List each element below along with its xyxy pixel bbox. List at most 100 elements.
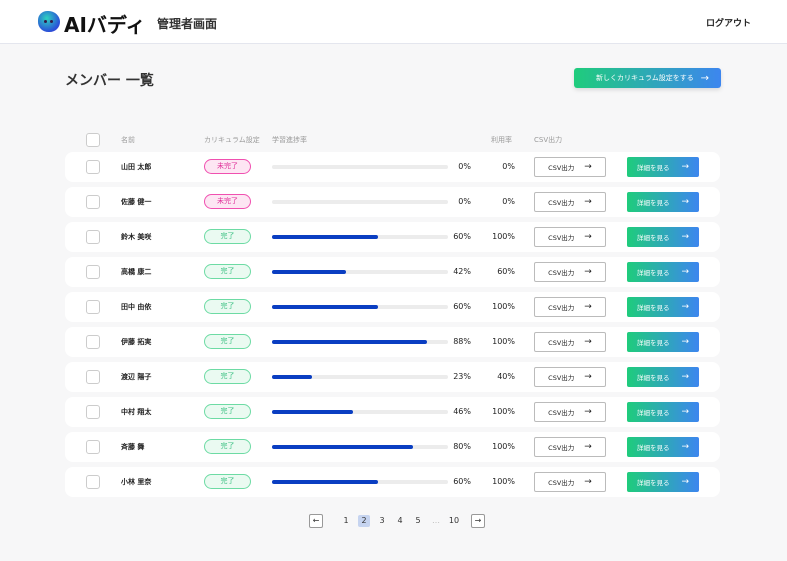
csv-export-button[interactable]: CSV出力 → xyxy=(534,332,606,352)
progress-value: 60% xyxy=(453,302,471,311)
table-row: 田中 由依 完了 60% 100% CSV出力 → 詳細を見る → xyxy=(65,292,720,322)
usage-value: 100% xyxy=(492,232,515,241)
arrow-right-icon: → xyxy=(584,442,592,452)
table-row: 中村 翔太 完了 46% 100% CSV出力 → 詳細を見る → xyxy=(65,397,720,427)
progress-value: 60% xyxy=(453,477,471,486)
detail-label: 詳細を見る xyxy=(636,374,670,382)
detail-label: 詳細を見る xyxy=(636,409,670,417)
view-details-button[interactable]: 詳細を見る → xyxy=(627,437,699,457)
arrow-right-icon: → xyxy=(584,162,592,172)
detail-label: 詳細を見る xyxy=(636,234,670,242)
member-name: 山田 太郎 xyxy=(121,163,152,171)
csv-label: CSV出力 xyxy=(548,409,575,417)
csv-label: CSV出力 xyxy=(548,164,575,172)
progress-value: 23% xyxy=(453,372,471,381)
pagination-ellipsis: … xyxy=(432,516,440,525)
csv-export-button[interactable]: CSV出力 → xyxy=(534,402,606,422)
arrow-right-icon: → xyxy=(681,407,690,417)
row-checkbox[interactable] xyxy=(86,195,100,209)
progress-bar xyxy=(272,200,448,204)
csv-export-button[interactable]: CSV出力 → xyxy=(534,192,606,212)
csv-export-button[interactable]: CSV出力 → xyxy=(534,227,606,247)
logo[interactable]: AIバディ xyxy=(64,13,146,37)
logout-link[interactable]: ログアウト xyxy=(706,19,752,29)
row-checkbox[interactable] xyxy=(86,405,100,419)
arrow-right-icon: → xyxy=(681,302,690,312)
progress-value: 0% xyxy=(458,197,471,206)
page-2[interactable]: 2 xyxy=(358,515,370,527)
csv-export-button[interactable]: CSV出力 → xyxy=(534,437,606,457)
usage-value: 100% xyxy=(492,337,515,346)
arrow-right-icon: → xyxy=(681,372,690,382)
usage-value: 0% xyxy=(502,162,515,171)
status-badge: 未完了 xyxy=(204,194,251,209)
row-checkbox[interactable] xyxy=(86,335,100,349)
page-4[interactable]: 4 xyxy=(397,516,403,525)
member-name: 渡辺 陽子 xyxy=(121,373,152,381)
csv-label: CSV出力 xyxy=(548,479,575,487)
pagination: ← 1 2 3 4 5 … 10 → xyxy=(309,514,485,528)
header-subtitle: 管理者画面 xyxy=(157,17,218,31)
csv-export-button[interactable]: CSV出力 → xyxy=(534,297,606,317)
page-10[interactable]: 10 xyxy=(448,516,460,525)
csv-export-button[interactable]: CSV出力 → xyxy=(534,472,606,492)
view-details-button[interactable]: 詳細を見る → xyxy=(627,402,699,422)
usage-value: 100% xyxy=(492,407,515,416)
row-checkbox[interactable] xyxy=(86,160,100,174)
arrow-right-icon: → xyxy=(584,477,592,487)
progress-bar xyxy=(272,340,448,344)
page-3[interactable]: 3 xyxy=(379,516,385,525)
progress-bar xyxy=(272,480,448,484)
status-badge: 完了 xyxy=(204,299,251,314)
view-details-button[interactable]: 詳細を見る → xyxy=(627,262,699,282)
view-details-button[interactable]: 詳細を見る → xyxy=(627,157,699,177)
prev-page-button[interactable]: ← xyxy=(309,514,323,528)
csv-label: CSV出力 xyxy=(548,304,575,312)
column-header-usage: 利用率 xyxy=(491,136,512,144)
arrow-right-icon: → xyxy=(681,267,690,277)
column-header-name: 名前 xyxy=(121,136,135,144)
new-curriculum-button[interactable]: 新しくカリキュラム設定をする → xyxy=(574,68,721,88)
progress-value: 46% xyxy=(453,407,471,416)
next-page-button[interactable]: → xyxy=(471,514,485,528)
page-title: メンバー 一覧 xyxy=(65,73,154,89)
page-5[interactable]: 5 xyxy=(415,516,421,525)
row-checkbox[interactable] xyxy=(86,265,100,279)
csv-export-button[interactable]: CSV出力 → xyxy=(534,262,606,282)
usage-value: 0% xyxy=(502,197,515,206)
row-checkbox[interactable] xyxy=(86,475,100,489)
detail-label: 詳細を見る xyxy=(636,164,670,172)
row-checkbox[interactable] xyxy=(86,230,100,244)
table-row: 小林 里奈 完了 60% 100% CSV出力 → 詳細を見る → xyxy=(65,467,720,497)
member-name: 田中 由依 xyxy=(121,303,152,311)
row-checkbox[interactable] xyxy=(86,370,100,384)
view-details-button[interactable]: 詳細を見る → xyxy=(627,192,699,212)
csv-export-button[interactable]: CSV出力 → xyxy=(534,157,606,177)
table-row: 山田 太郎 未完了 0% 0% CSV出力 → 詳細を見る → xyxy=(65,152,720,182)
page-1[interactable]: 1 xyxy=(343,516,349,525)
csv-label: CSV出力 xyxy=(548,269,575,277)
view-details-button[interactable]: 詳細を見る → xyxy=(627,472,699,492)
progress-bar xyxy=(272,235,448,239)
row-checkbox[interactable] xyxy=(86,300,100,314)
arrow-right-icon: → xyxy=(584,337,592,347)
progress-value: 0% xyxy=(458,162,471,171)
table-row: 斉藤 舞 完了 80% 100% CSV出力 → 詳細を見る → xyxy=(65,432,720,462)
progress-bar xyxy=(272,305,448,309)
progress-bar xyxy=(272,165,448,169)
csv-label: CSV出力 xyxy=(548,374,575,382)
usage-value: 40% xyxy=(497,372,515,381)
status-badge: 完了 xyxy=(204,404,251,419)
status-badge: 未完了 xyxy=(204,159,251,174)
member-name: 中村 翔太 xyxy=(121,408,152,416)
view-details-button[interactable]: 詳細を見る → xyxy=(627,367,699,387)
view-details-button[interactable]: 詳細を見る → xyxy=(627,332,699,352)
view-details-button[interactable]: 詳細を見る → xyxy=(627,227,699,247)
header: AIバディ 管理者画面 ログアウト xyxy=(0,0,787,44)
csv-export-button[interactable]: CSV出力 → xyxy=(534,367,606,387)
member-name: 鈴木 美咲 xyxy=(121,233,152,241)
select-all-checkbox[interactable] xyxy=(86,133,100,147)
csv-label: CSV出力 xyxy=(548,234,575,242)
row-checkbox[interactable] xyxy=(86,440,100,454)
view-details-button[interactable]: 詳細を見る → xyxy=(627,297,699,317)
